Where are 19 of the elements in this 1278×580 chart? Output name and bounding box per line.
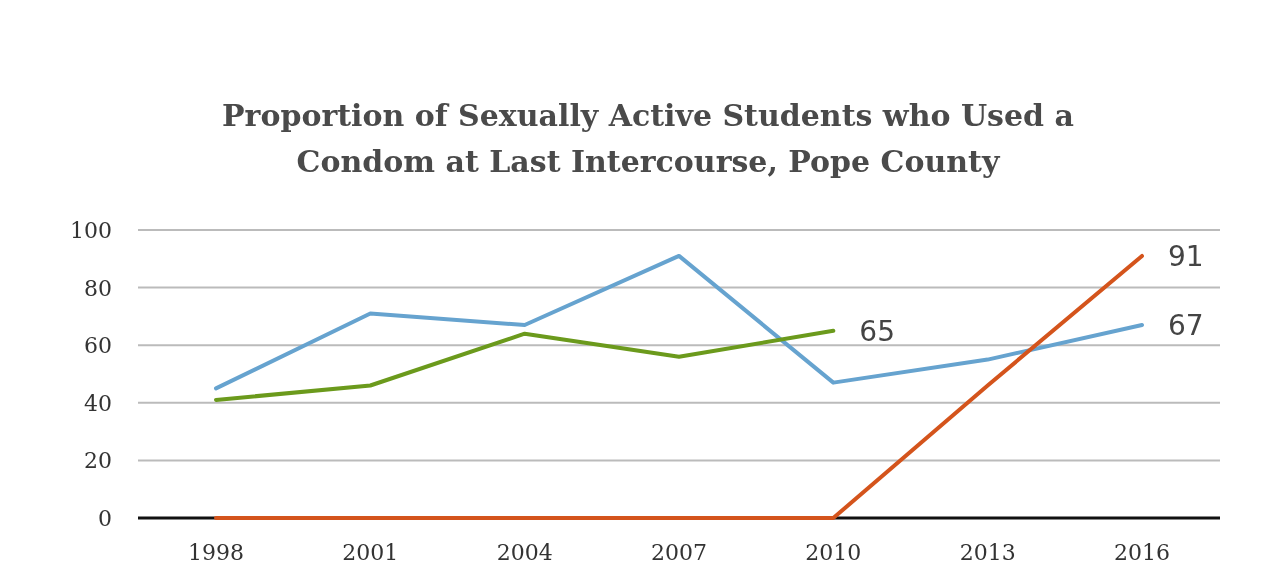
y-tick-label: 20 — [84, 448, 112, 474]
x-tick-label: 2004 — [496, 540, 553, 565]
data-label: 65 — [859, 314, 895, 348]
data-label: 67 — [1168, 309, 1204, 343]
line-series — [214, 253, 1144, 391]
x-tick-label: 1998 — [188, 540, 244, 565]
y-tick-label: 100 — [70, 218, 112, 243]
chart-title: Proportion of Sexually Active Students who Used a Condom at Last Intercourse, Pope County — [222, 98, 1074, 179]
x-tick-label: 2013 — [959, 540, 1016, 565]
x-tick-label: 2016 — [1114, 540, 1170, 565]
y-tick-label: 0 — [98, 506, 112, 531]
x-tick-label: 2001 — [342, 540, 399, 565]
y-tick-label: 60 — [84, 333, 112, 359]
x-tick-label: 2007 — [651, 540, 707, 565]
data-label: 91 — [1168, 239, 1204, 273]
line-series — [214, 328, 836, 402]
x-tick-label: 2010 — [805, 540, 862, 565]
y-tick-label: 80 — [84, 275, 112, 301]
y-tick-label: 40 — [84, 390, 112, 416]
